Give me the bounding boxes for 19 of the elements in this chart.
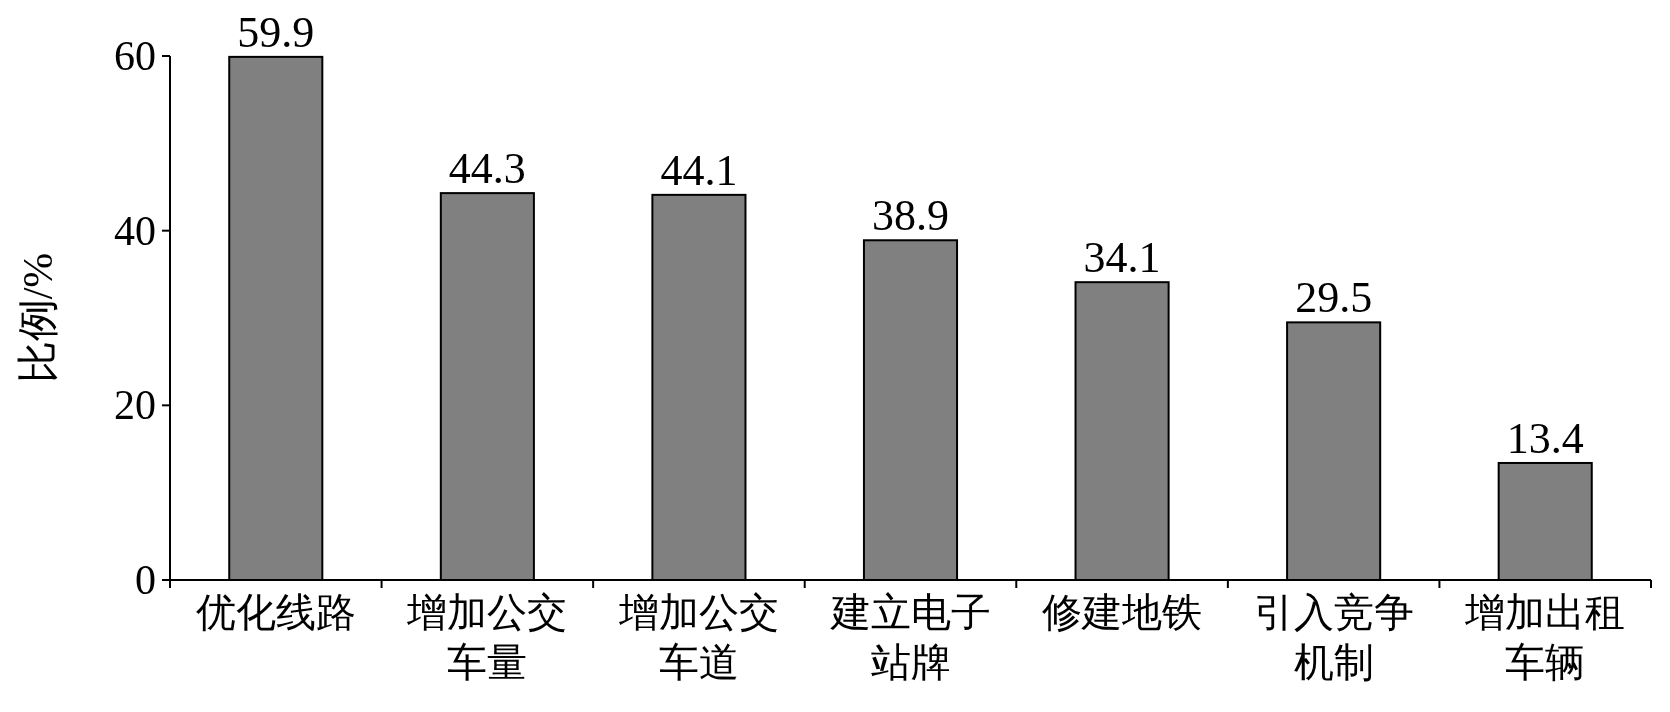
data-label: 13.4 (1506, 413, 1584, 463)
data-label: 29.5 (1295, 273, 1373, 323)
x-tick-label: 增加公交车道 (617, 590, 779, 685)
data-label: 59.9 (237, 7, 315, 57)
x-tick-label: 优化线路 (195, 590, 356, 635)
data-label: 44.1 (660, 145, 738, 195)
x-tick-label: 增加公交车量 (406, 590, 568, 685)
y-tick-label: 20 (114, 382, 156, 429)
y-tick-label: 60 (114, 33, 156, 79)
y-tick-label: 0 (135, 557, 156, 603)
data-label: 38.9 (872, 191, 949, 241)
x-tick-label: 增加出租车辆 (1464, 590, 1626, 685)
y-tick-label: 40 (114, 207, 156, 254)
data-label: 44.3 (448, 144, 526, 194)
x-tick-label: 建立电子站牌 (829, 590, 991, 685)
data-label: 34.1 (1083, 233, 1161, 283)
x-tick-label: 修建地铁 (1042, 590, 1203, 635)
y-axis-title: 比例/% (15, 252, 61, 384)
x-tick-label: 引入竞争机制 (1253, 590, 1414, 685)
